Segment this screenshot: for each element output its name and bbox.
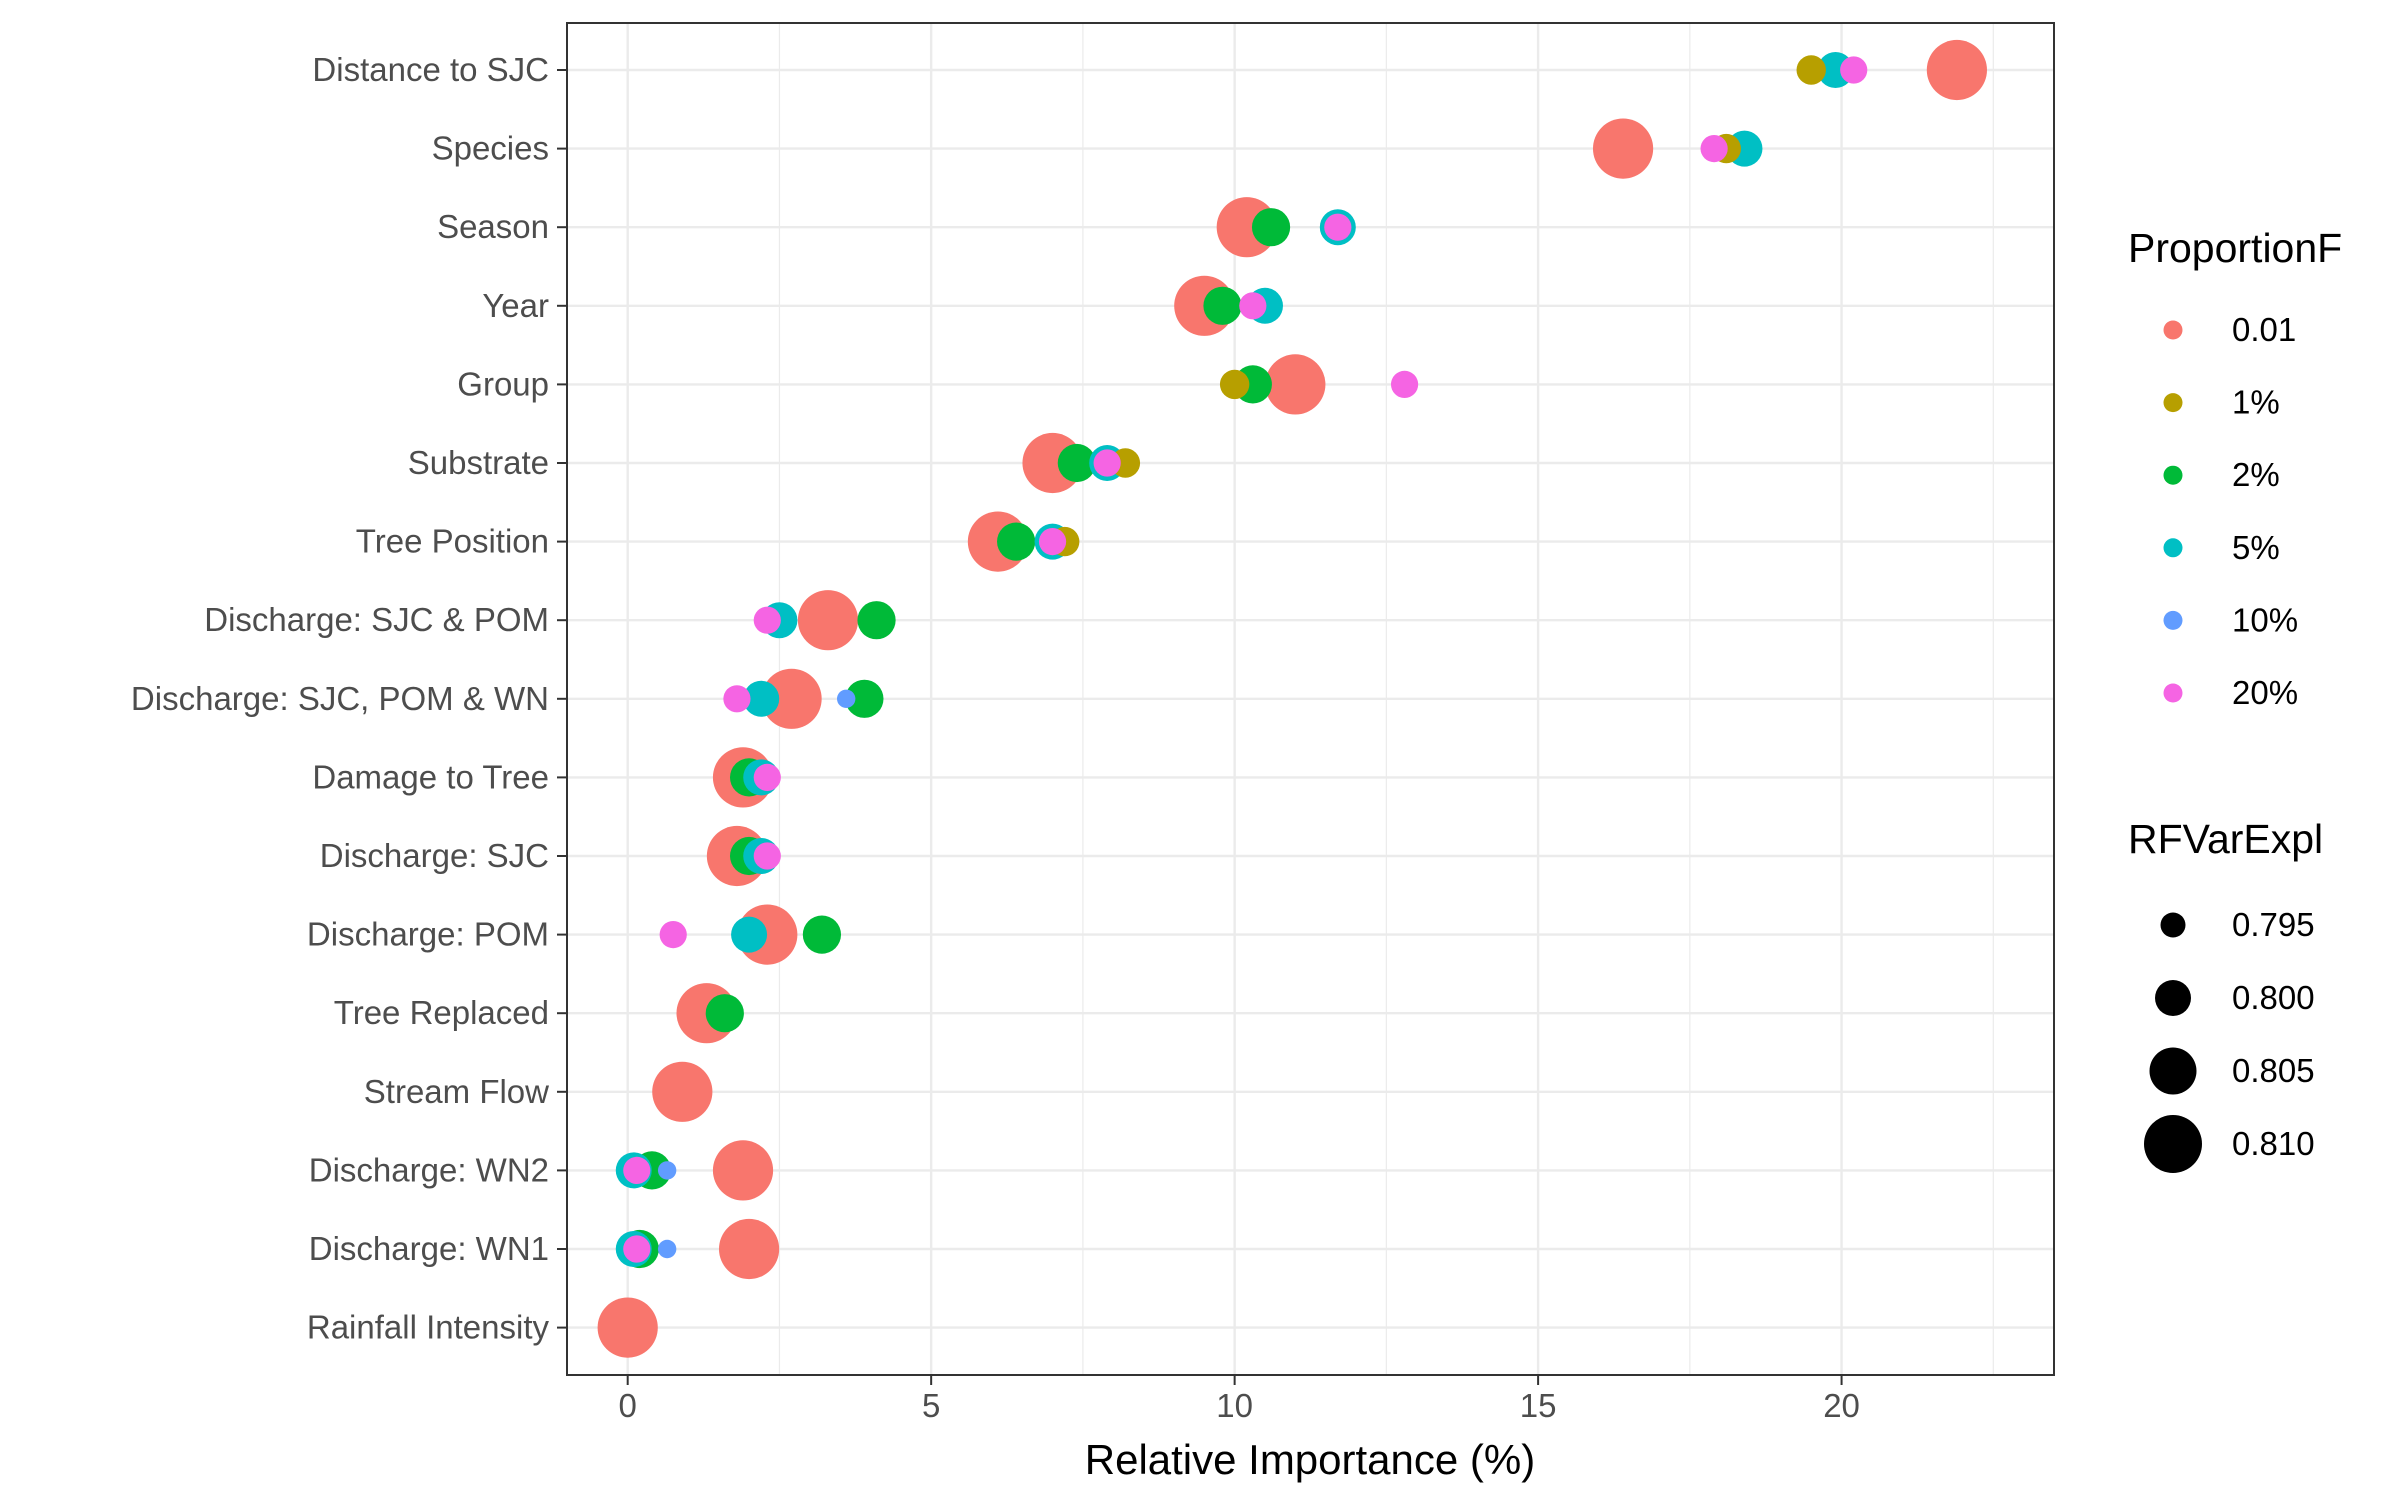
point-2-discharge-sjc-pom-wn: [845, 679, 884, 718]
y-tick-label-discharge-wn1: Discharge: WN1: [309, 1230, 549, 1267]
point-2-year: [1203, 286, 1242, 325]
color-legend-label-0-01: 0.01: [2232, 311, 2296, 348]
y-tick-label-stream-flow: Stream Flow: [364, 1073, 549, 1110]
y-tick-label-substrate: Substrate: [408, 444, 549, 481]
point-20-discharge-sjc-pom-wn: [723, 685, 751, 713]
color-legend-key-0-01: [2163, 320, 2183, 340]
point-5-discharge-pom: [731, 916, 768, 953]
y-tick-label-discharge-sjc-pom: Discharge: SJC & POM: [204, 601, 549, 638]
y-tick-label-discharge-sjc-pom-wn: Discharge: SJC, POM & WN: [131, 680, 549, 717]
point-0-01-discharge-wn2: [712, 1140, 774, 1201]
point-0-01-stream-flow: [652, 1061, 713, 1122]
point-2-discharge-pom: [802, 915, 842, 954]
color-legend-label-10: 10%: [2232, 601, 2298, 638]
y-tick-label-year: Year: [482, 287, 549, 324]
point-20-season: [1324, 213, 1352, 241]
x-axis-title: Relative Importance (%): [1085, 1436, 1536, 1483]
x-tick-label-5: 5: [922, 1387, 940, 1424]
size-legend-key-0-795: [2160, 912, 2186, 938]
point-5-discharge-sjc-pom-wn: [743, 680, 780, 717]
size-legend-label-0-810: 0.810: [2232, 1125, 2315, 1162]
y-tick-label-season: Season: [437, 208, 549, 245]
y-tick-label-discharge-wn2: Discharge: WN2: [309, 1151, 549, 1188]
y-tick-label-tree-position: Tree Position: [356, 523, 549, 560]
point-0-01-discharge-wn1: [718, 1218, 780, 1280]
point-20-year: [1239, 292, 1267, 320]
color-legend-key-2: [2163, 465, 2183, 485]
point-20-substrate: [1093, 449, 1121, 477]
point-0-01-rainfall-intensity: [597, 1297, 658, 1358]
color-legend-key-20: [2163, 683, 2183, 703]
y-tick-label-distance-to-sjc: Distance to SJC: [312, 51, 549, 88]
point-0-01-discharge-sjc-pom: [797, 590, 859, 651]
point-20-damage-to-tree: [753, 763, 781, 792]
point-0-01-group: [1265, 354, 1326, 415]
color-legend-title: ProportionF: [2128, 225, 2342, 271]
y-tick-label-species: Species: [432, 130, 549, 167]
color-legend-label-2: 2%: [2232, 456, 2280, 493]
x-tick-label-0: 0: [619, 1387, 637, 1424]
point-2-season: [1251, 208, 1291, 247]
points: [597, 39, 1987, 1358]
point-20-discharge-pom: [659, 921, 687, 949]
point-0-01-species: [1592, 118, 1654, 179]
x-tick-label-10: 10: [1216, 1387, 1253, 1424]
color-legend-label-20: 20%: [2232, 674, 2298, 711]
size-legend-key-0-800: [2155, 980, 2191, 1016]
size-legend-key-0-810: [2144, 1115, 2202, 1173]
point-1-group: [1219, 369, 1250, 400]
point-20-discharge-sjc: [753, 842, 781, 870]
size-legend: RFVarExpl 0.795 0.800 0.805 0.810: [2128, 816, 2323, 1173]
size-legend-label-0-795: 0.795: [2232, 906, 2315, 943]
point-20-group: [1390, 370, 1419, 398]
color-legend-key-10: [2163, 610, 2183, 630]
point-2-tree-replaced: [705, 994, 744, 1033]
x-axis: 0 5 10 15 20: [619, 1375, 1860, 1424]
color-legend: ProportionF 0.01 1% 2% 5% 10% 20%: [2128, 225, 2342, 711]
color-legend-label-5: 5%: [2232, 529, 2280, 566]
y-tick-label-tree-replaced: Tree Replaced: [334, 994, 549, 1031]
point-20-tree-position: [1038, 528, 1067, 556]
point-20-discharge-wn2: [623, 1156, 651, 1184]
point-0-01-distance-to-sjc: [1926, 39, 1987, 101]
color-legend-key-5: [2163, 538, 2183, 558]
y-tick-label-discharge-pom: Discharge: POM: [307, 916, 549, 953]
y-tick-label-group: Group: [457, 365, 549, 402]
color-legend-label-1: 1%: [2232, 384, 2280, 421]
size-legend-label-0-805: 0.805: [2232, 1052, 2315, 1089]
x-tick-label-15: 15: [1520, 1387, 1557, 1424]
point-2-substrate: [1057, 443, 1096, 483]
size-legend-title: RFVarExpl: [2128, 816, 2323, 862]
point-20-species: [1700, 135, 1728, 163]
point-2-tree-position: [997, 522, 1036, 561]
point-2-discharge-sjc-pom: [857, 601, 896, 640]
size-legend-key-0-805: [2149, 1047, 2197, 1095]
point-1-distance-to-sjc: [1796, 55, 1826, 85]
y-tick-label-discharge-sjc: Discharge: SJC: [320, 837, 549, 874]
x-tick-label-20: 20: [1823, 1387, 1860, 1424]
point-20-discharge-sjc-pom: [753, 606, 781, 634]
y-tick-label-damage-to-tree: Damage to Tree: [312, 758, 549, 795]
point-10-discharge-wn1: [657, 1239, 677, 1259]
point-20-discharge-wn1: [623, 1235, 651, 1263]
point-10-discharge-wn2: [657, 1161, 677, 1180]
point-0-01-discharge-sjc-pom-wn: [761, 668, 822, 729]
y-tick-label-rainfall-intensity: Rainfall Intensity: [307, 1309, 550, 1346]
point-20-distance-to-sjc: [1840, 56, 1868, 84]
color-legend-key-1: [2163, 393, 2183, 413]
y-axis: Distance to SJC Species Season Year Group Sub…: [131, 51, 567, 1346]
size-legend-label-0-800: 0.800: [2232, 979, 2315, 1016]
point-10-discharge-sjc-pom-wn: [836, 689, 856, 708]
